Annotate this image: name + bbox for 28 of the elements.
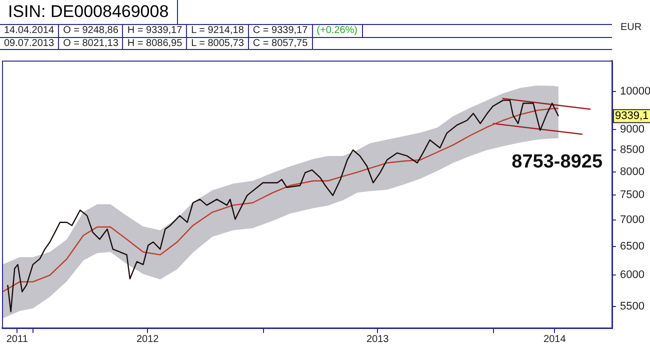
text: L = 8005,73 [187, 38, 249, 50]
text: C = 8057,75 [248, 38, 313, 50]
y-tick-label: 7000 [620, 214, 644, 226]
x-tick-label: 2014 [544, 334, 566, 345]
chart-title: ISIN: DE0008469008 [0, 0, 178, 24]
x-tick-label: 2013 [366, 334, 390, 345]
text: (+0.26%) [312, 25, 363, 37]
y-tick-label: 8000 [620, 166, 644, 178]
y-tick-label: 5500 [620, 300, 644, 312]
text: C = 9339,17 [248, 25, 313, 37]
annotation: 9339,1 [615, 110, 649, 122]
y-tick-label: 8500 [620, 144, 644, 156]
text: 14.04.2014 [0, 25, 60, 37]
y-tick-label: 6000 [620, 269, 644, 282]
y-tick-label: 9000 [620, 123, 644, 136]
text: O = 8021,13 [59, 38, 124, 50]
text: 8753-8925 [512, 151, 603, 172]
x-tick-label: 2012 [136, 334, 160, 345]
y-axis-title: EUR [619, 22, 643, 33]
x-tick-label: 2011 [6, 334, 28, 345]
y-tick-label: 6500 [620, 240, 644, 252]
text: L = 9214,18 [187, 25, 249, 37]
text: H = 9339,17 [123, 25, 188, 37]
y-tick-label: 10000 [620, 86, 650, 98]
y-tick-label: 7500 [620, 189, 644, 202]
text: H = 8086,95 [123, 38, 188, 50]
text: O = 9248,86 [59, 25, 124, 37]
text: 09.07.2013 [0, 38, 60, 50]
